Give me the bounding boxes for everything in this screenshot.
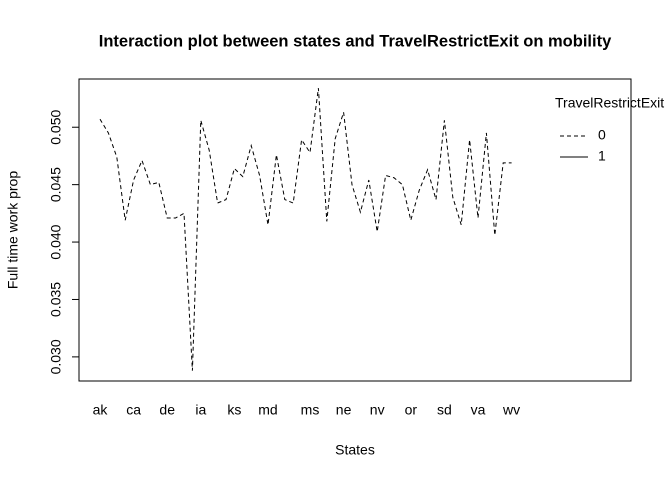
y-axis-label: Full time work prop: [5, 171, 21, 289]
y-tick-label: 0.045: [48, 167, 64, 202]
legend-title: TravelRestrictExit: [555, 95, 664, 111]
x-tick-label: nv: [370, 402, 385, 418]
plot-frame: [78, 78, 632, 382]
legend-label: 1: [598, 148, 606, 164]
x-tick-label: md: [258, 402, 277, 418]
x-tick-label: ne: [336, 402, 352, 418]
x-tick-label: ks: [227, 402, 241, 418]
x-tick-label: de: [159, 402, 175, 418]
x-tick-label: wv: [502, 402, 520, 418]
x-tick-label: ia: [195, 402, 206, 418]
legend-label: 0: [598, 127, 606, 143]
y-tick-label: 0.050: [48, 110, 64, 145]
x-tick-label: ca: [126, 402, 141, 418]
y-tick-label: 0.030: [48, 339, 64, 374]
x-tick-label: sd: [437, 402, 452, 418]
x-tick-label: va: [471, 402, 486, 418]
x-axis-label: States: [335, 442, 375, 458]
x-tick-label: or: [405, 402, 418, 418]
y-tick-label: 0.040: [48, 224, 64, 259]
chart-title: Interaction plot between states and Trav…: [99, 32, 612, 50]
x-tick-label: ms: [301, 402, 320, 418]
series-line: [99, 88, 512, 371]
x-tick-label: ak: [93, 402, 109, 418]
y-tick-label: 0.035: [48, 282, 64, 317]
